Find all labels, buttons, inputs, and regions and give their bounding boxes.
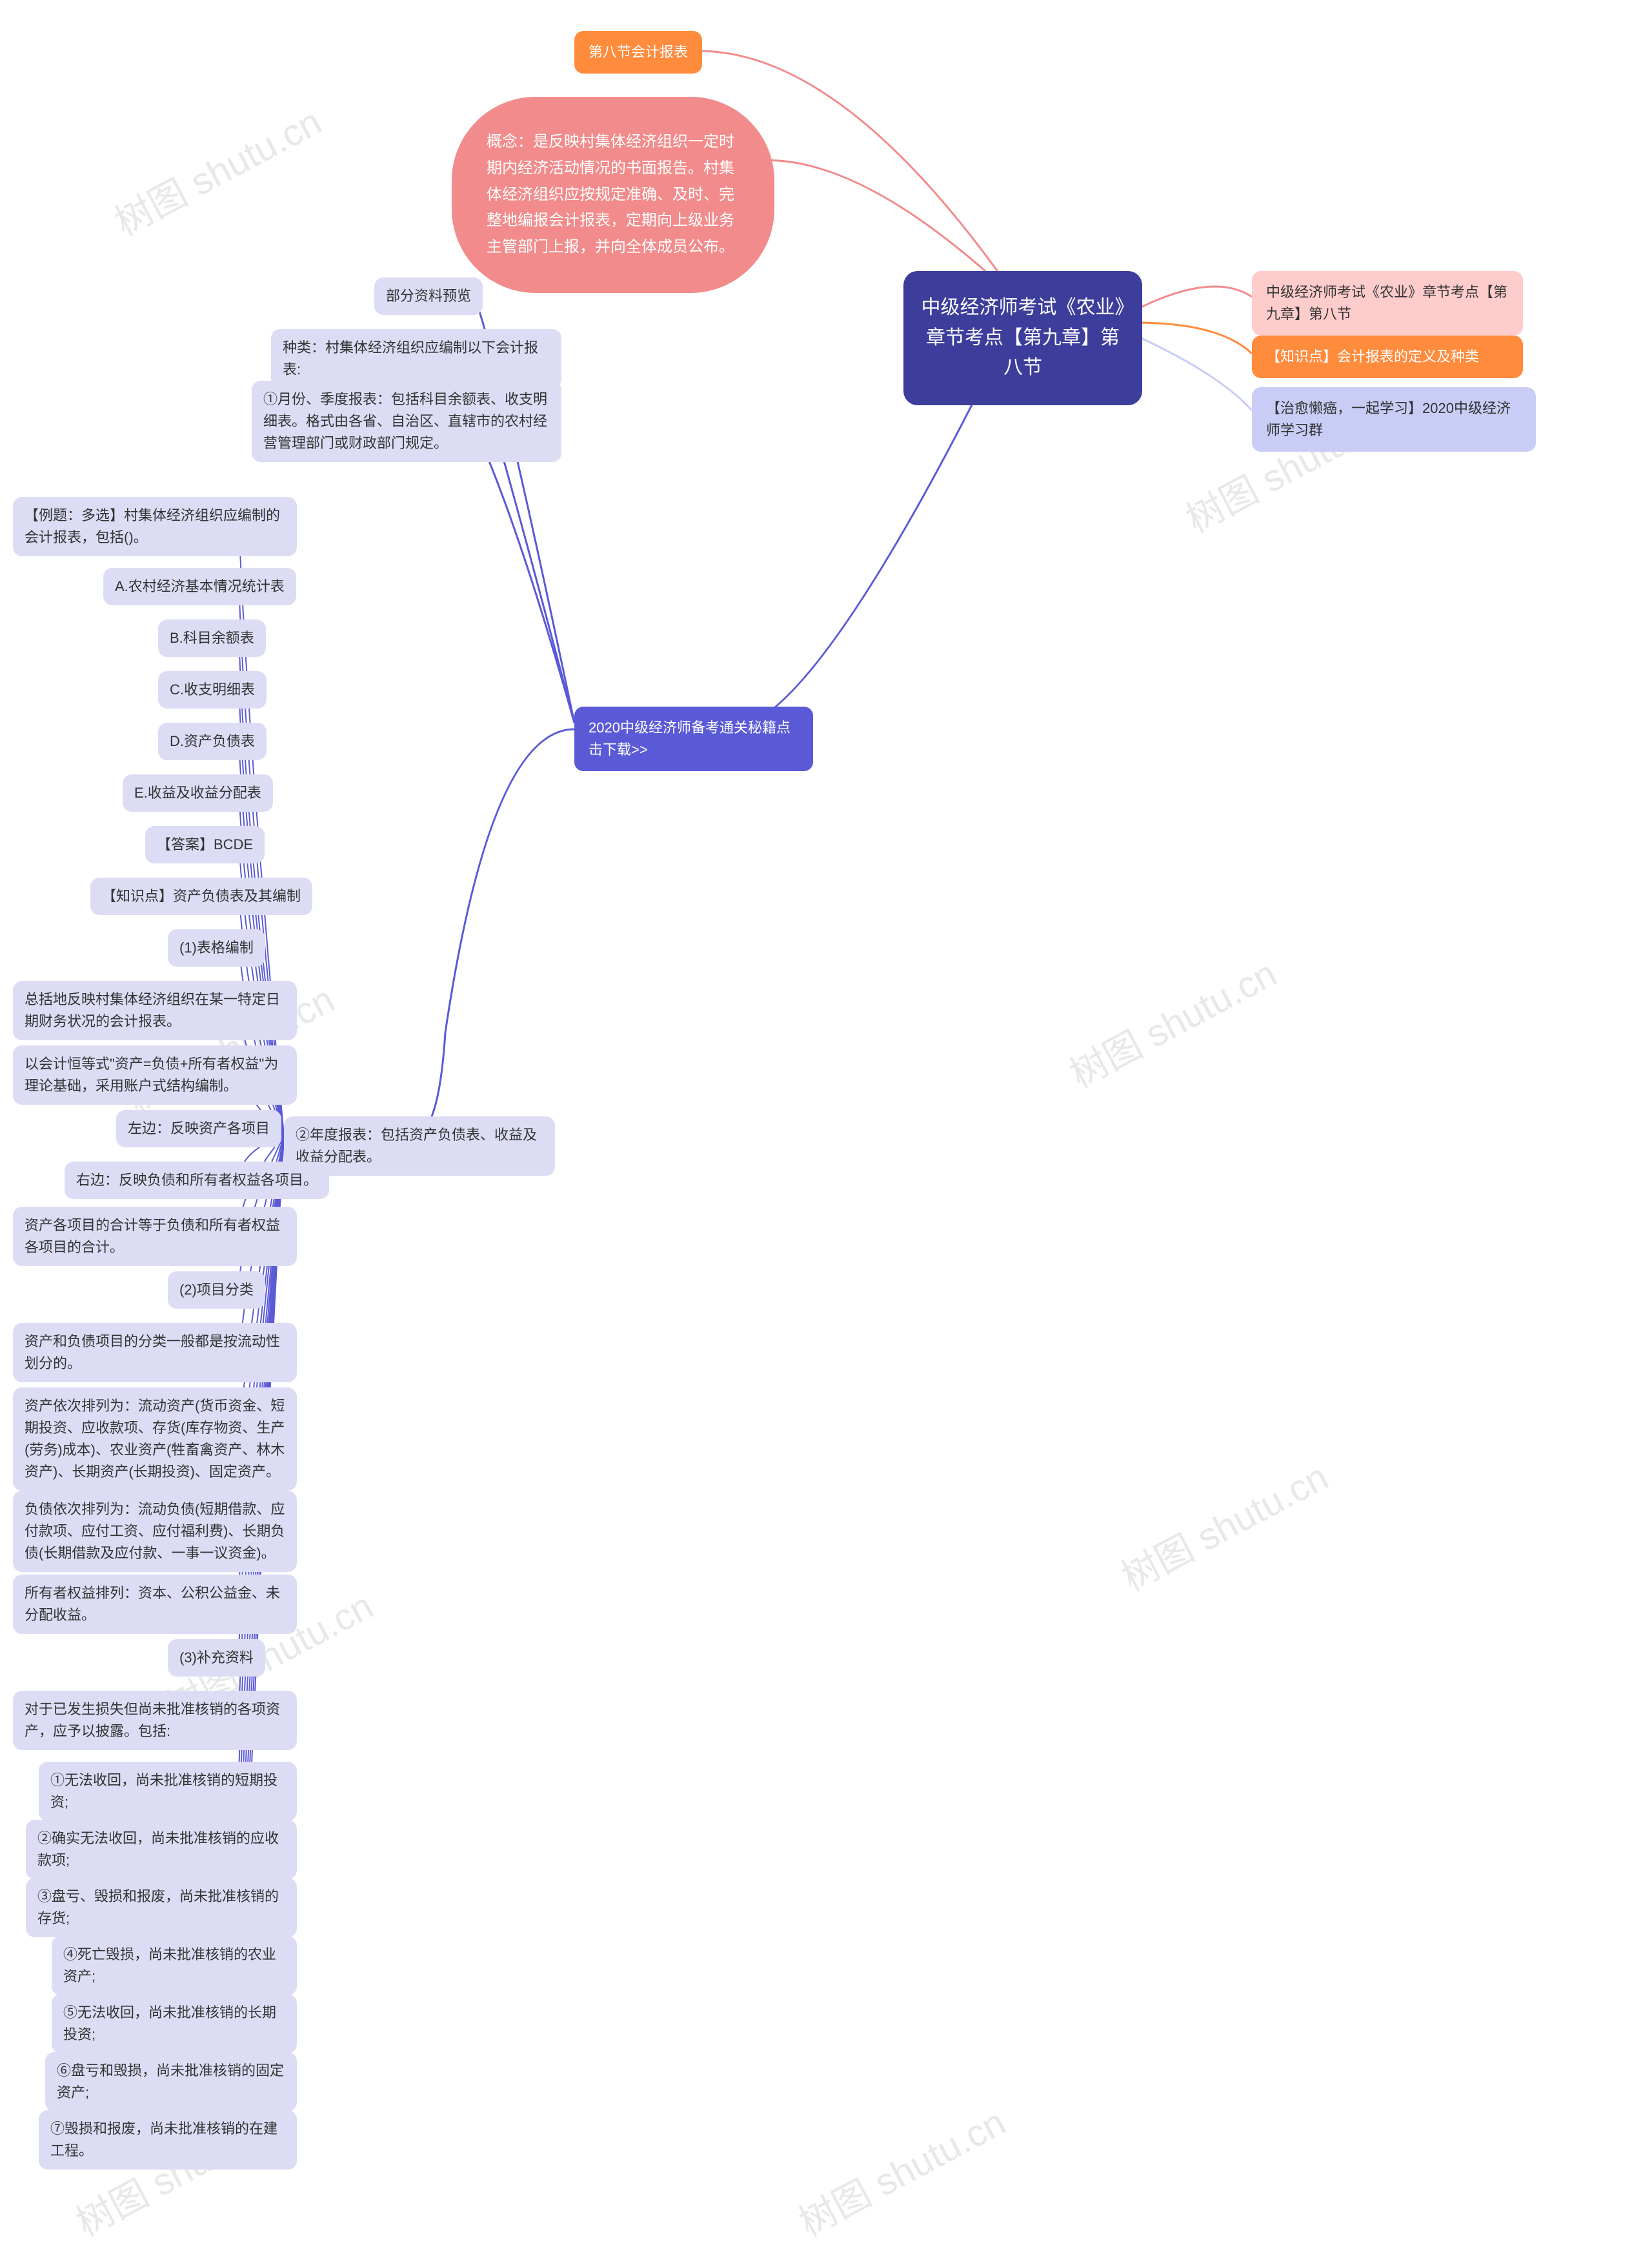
root-node: 中级经济师考试《农业》章节考点【第九章】第八节 (903, 271, 1142, 405)
leaf-l21: ①无法收回，尚未批准核销的短期投资; (39, 1762, 297, 1821)
types-node: 种类：村集体经济组织应编制以下会计报表: (271, 329, 561, 388)
leaf-l17: 负债依次排列为：流动负债(短期借款、应付款项、应付工资、应付福利费)、长期负债(… (13, 1491, 297, 1572)
leaf-l4: D.资产负债表 (158, 723, 267, 760)
leaf-l15: 资产和负债项目的分类一般都是按流动性划分的。 (13, 1323, 297, 1382)
download-node[interactable]: 2020中级经济师备考通关秘籍点击下载>> (574, 707, 813, 771)
leaf-l7: 【知识点】资产负债表及其编制 (90, 878, 312, 915)
leaf-l5: E.收益及收益分配表 (123, 774, 273, 812)
leaf-l3: C.收支明细表 (158, 671, 267, 709)
leaf-l14: (2)项目分类 (168, 1271, 265, 1309)
leaf-l13: 资产各项目的合计等于负债和所有者权益各项目的合计。 (13, 1207, 297, 1266)
preview-node: 部分资料预览 (374, 277, 483, 315)
leaf-l2: B.科目余额表 (158, 620, 266, 657)
concept-bubble: 概念：是反映村集体经济组织一定时期内经济活动情况的书面报告。村集体经济组织应按规… (452, 97, 774, 293)
leaf-l16: 资产依次排列为：流动资产(货币资金、短期投资、应收款项、存货(库存物资、生产(劳… (13, 1387, 297, 1491)
leaf-l26: ⑥盘亏和毁损，尚未批准核销的固定资产; (45, 2052, 297, 2111)
leaf-l9: 总括地反映村集体经济组织在某一特定日期财务状况的会计报表。 (13, 981, 297, 1040)
leaf-l8: (1)表格编制 (168, 929, 265, 967)
watermark: 树图 shutu.cn (1111, 1447, 1336, 1601)
leaf-l11: 左边：反映资产各项目 (116, 1110, 281, 1147)
leaf-l18: 所有者权益排列：资本、公积公益金、未分配收益。 (13, 1575, 297, 1634)
leaf-l23: ③盘亏、毁损和报废，尚未批准核销的存货; (26, 1878, 297, 1937)
leaf-l25: ⑤无法收回，尚未批准核销的长期投资; (52, 1994, 297, 2053)
leaf-l20: 对于已发生损失但尚未批准核销的各项资产，应予以披露。包括: (13, 1691, 297, 1750)
watermark: 树图 shutu.cn (104, 92, 330, 246)
monthly-node: ①月份、季度报表：包括科目余额表、收支明细表。格式由各省、自治区、直辖市的农村经… (252, 381, 561, 462)
leaf-l12: 右边：反映负债和所有者权益各项目。 (65, 1162, 329, 1199)
leaf-l6: 【答案】BCDE (145, 826, 265, 863)
watermark: 树图 shutu.cn (1059, 943, 1285, 1098)
watermark: 树图 shutu.cn (788, 2092, 1014, 2246)
leaf-l19: (3)补充资料 (168, 1639, 265, 1677)
leaf-l1: A.农村经济基本情况统计表 (103, 568, 296, 605)
leaf-l24: ④死亡毁损，尚未批准核销的农业资产; (52, 1936, 297, 1995)
right-branch-1: 【知识点】会计报表的定义及种类 (1252, 336, 1523, 378)
leaf-l27: ⑦毁损和报废，尚未批准核销的在建工程。 (39, 2110, 297, 2170)
right-branch-2: 【治愈懒癌，一起学习】2020中级经济师学习群 (1252, 387, 1536, 452)
section-title-node: 第八节会计报表 (574, 31, 702, 74)
leaf-l10: 以会计恒等式"资产=负债+所有者权益"为理论基础，采用账户式结构编制。 (13, 1045, 297, 1105)
leaf-l22: ②确实无法收回，尚未批准核销的应收款项; (26, 1820, 297, 1879)
right-branch-0: 中级经济师考试《农业》章节考点【第九章】第八节 (1252, 271, 1523, 336)
leaf-l0: 【例题：多选】村集体经济组织应编制的会计报表，包括()。 (13, 497, 297, 556)
